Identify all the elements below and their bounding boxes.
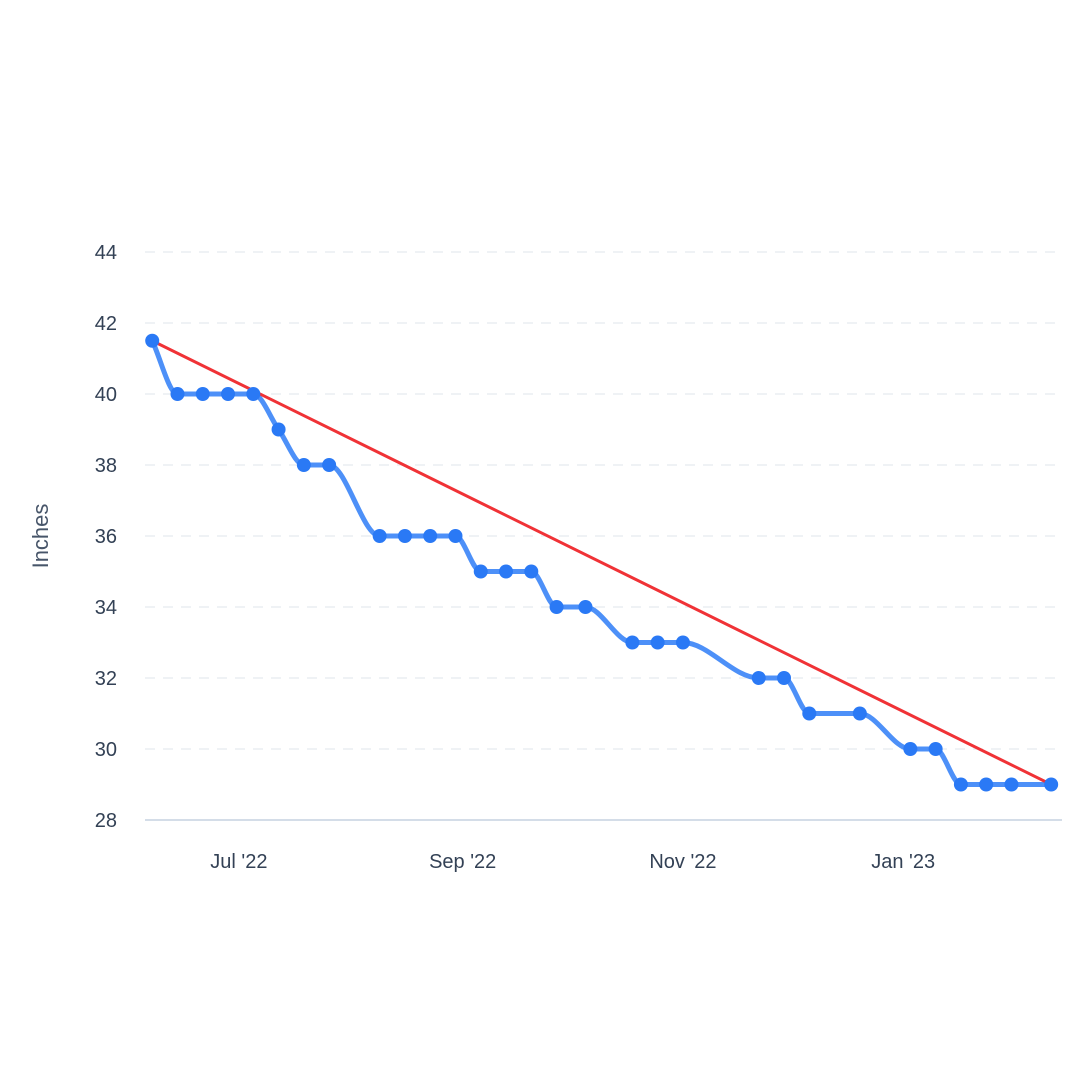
y-tick-label: 32 xyxy=(95,668,117,690)
x-tick-label: Jul '22 xyxy=(210,851,267,873)
data-point xyxy=(322,458,337,472)
y-tick-label: 28 xyxy=(95,810,117,832)
trend-line xyxy=(150,339,1053,786)
data-points xyxy=(145,333,1059,792)
y-tick-label: 34 xyxy=(95,597,117,619)
y-tick-label: 36 xyxy=(95,526,117,548)
data-point xyxy=(979,777,994,792)
data-point xyxy=(928,742,943,756)
data-point xyxy=(625,635,640,650)
data-point xyxy=(195,387,210,401)
x-tick-label: Sep '22 xyxy=(429,851,496,873)
data-point xyxy=(751,671,766,685)
data-point xyxy=(246,387,261,401)
data-point xyxy=(499,564,514,579)
x-tick-label: Nov '22 xyxy=(649,851,716,873)
data-point xyxy=(221,387,236,401)
y-tick-label: 42 xyxy=(95,313,117,335)
x-axis-ticks: Jul '22 Sep '22 Nov '22 Jan '23 xyxy=(210,851,935,873)
data-point xyxy=(473,564,488,579)
data-point xyxy=(802,706,817,721)
data-point xyxy=(448,529,463,543)
x-tick-label: Jan '23 xyxy=(871,851,935,873)
data-point xyxy=(650,635,665,650)
data-point xyxy=(423,529,438,543)
y-tick-label: 38 xyxy=(95,455,117,477)
data-point xyxy=(675,635,690,650)
data-point xyxy=(852,706,867,721)
y-tick-label: 44 xyxy=(95,242,117,264)
data-point xyxy=(549,600,564,614)
data-point xyxy=(578,600,593,614)
data-point xyxy=(524,564,539,579)
data-point xyxy=(1004,777,1019,792)
y-axis-title: Inches xyxy=(28,504,53,569)
data-point xyxy=(777,671,792,685)
data-point xyxy=(145,333,160,348)
data-point xyxy=(170,387,185,401)
y-axis-ticks: 44 42 40 38 36 34 32 30 28 xyxy=(95,242,117,832)
data-point xyxy=(903,742,918,756)
data-point xyxy=(397,529,412,543)
y-tick-label: 40 xyxy=(95,384,117,406)
data-point xyxy=(953,777,968,792)
data-point xyxy=(296,458,311,472)
data-point xyxy=(372,529,387,543)
grid-lines xyxy=(145,251,1062,750)
data-point xyxy=(1044,777,1059,792)
y-tick-label: 30 xyxy=(95,739,117,761)
data-point xyxy=(271,422,286,437)
